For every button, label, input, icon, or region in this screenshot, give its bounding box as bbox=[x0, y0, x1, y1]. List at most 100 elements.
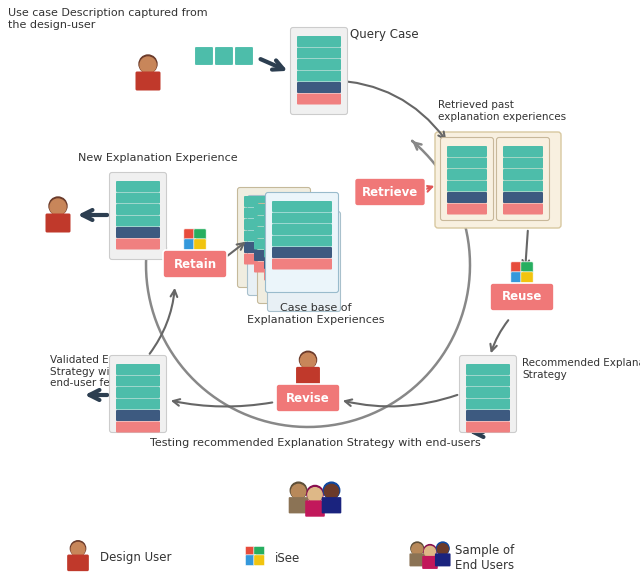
Circle shape bbox=[412, 544, 423, 554]
FancyBboxPatch shape bbox=[447, 169, 487, 180]
FancyBboxPatch shape bbox=[116, 364, 160, 375]
FancyBboxPatch shape bbox=[521, 272, 533, 284]
FancyBboxPatch shape bbox=[237, 188, 310, 288]
FancyBboxPatch shape bbox=[116, 387, 160, 398]
FancyBboxPatch shape bbox=[274, 278, 334, 289]
FancyBboxPatch shape bbox=[116, 399, 160, 409]
FancyBboxPatch shape bbox=[254, 204, 314, 215]
FancyBboxPatch shape bbox=[272, 236, 332, 246]
FancyBboxPatch shape bbox=[466, 364, 510, 375]
FancyBboxPatch shape bbox=[297, 71, 341, 82]
FancyBboxPatch shape bbox=[447, 192, 487, 203]
Text: Case base of
Explanation Experiences: Case base of Explanation Experiences bbox=[247, 303, 385, 325]
FancyBboxPatch shape bbox=[116, 204, 160, 215]
FancyBboxPatch shape bbox=[264, 258, 324, 269]
FancyBboxPatch shape bbox=[244, 230, 304, 242]
Circle shape bbox=[424, 546, 436, 557]
FancyBboxPatch shape bbox=[503, 203, 543, 215]
Text: Recommended Explanation
Strategy: Recommended Explanation Strategy bbox=[522, 358, 640, 380]
FancyBboxPatch shape bbox=[268, 212, 340, 312]
FancyBboxPatch shape bbox=[497, 138, 550, 220]
Circle shape bbox=[436, 542, 449, 554]
FancyBboxPatch shape bbox=[305, 500, 325, 517]
Text: Revise: Revise bbox=[286, 392, 330, 405]
FancyBboxPatch shape bbox=[116, 227, 160, 238]
FancyBboxPatch shape bbox=[466, 422, 510, 433]
FancyBboxPatch shape bbox=[245, 546, 256, 557]
Text: Reuse: Reuse bbox=[502, 290, 542, 303]
Circle shape bbox=[323, 482, 340, 499]
FancyBboxPatch shape bbox=[274, 220, 334, 231]
Circle shape bbox=[291, 485, 306, 499]
FancyBboxPatch shape bbox=[245, 555, 256, 566]
Text: Testing recommended Explanation Strategy with end-users: Testing recommended Explanation Strategy… bbox=[150, 438, 481, 448]
FancyBboxPatch shape bbox=[435, 132, 561, 228]
Circle shape bbox=[70, 541, 86, 556]
FancyBboxPatch shape bbox=[272, 201, 332, 212]
FancyBboxPatch shape bbox=[254, 227, 314, 238]
Circle shape bbox=[71, 543, 84, 556]
FancyBboxPatch shape bbox=[194, 229, 206, 241]
FancyBboxPatch shape bbox=[297, 36, 341, 47]
FancyBboxPatch shape bbox=[67, 554, 89, 571]
FancyBboxPatch shape bbox=[297, 93, 341, 105]
FancyBboxPatch shape bbox=[297, 82, 341, 93]
Text: iSee: iSee bbox=[275, 552, 300, 564]
FancyBboxPatch shape bbox=[447, 203, 487, 215]
FancyBboxPatch shape bbox=[244, 219, 304, 230]
FancyBboxPatch shape bbox=[511, 272, 524, 284]
FancyBboxPatch shape bbox=[490, 283, 554, 311]
Text: Retain: Retain bbox=[173, 258, 216, 270]
FancyBboxPatch shape bbox=[276, 384, 340, 412]
FancyBboxPatch shape bbox=[244, 196, 304, 207]
Circle shape bbox=[437, 544, 448, 554]
FancyBboxPatch shape bbox=[460, 356, 516, 433]
FancyBboxPatch shape bbox=[466, 387, 510, 398]
FancyBboxPatch shape bbox=[244, 208, 304, 219]
FancyBboxPatch shape bbox=[435, 553, 451, 566]
FancyBboxPatch shape bbox=[297, 48, 341, 58]
FancyBboxPatch shape bbox=[264, 269, 324, 280]
Circle shape bbox=[139, 55, 157, 73]
FancyBboxPatch shape bbox=[272, 212, 332, 223]
FancyBboxPatch shape bbox=[163, 250, 227, 278]
Text: New Explanation Experience: New Explanation Experience bbox=[78, 153, 237, 163]
FancyBboxPatch shape bbox=[296, 367, 320, 385]
FancyBboxPatch shape bbox=[272, 247, 332, 258]
Circle shape bbox=[291, 482, 307, 499]
FancyBboxPatch shape bbox=[447, 146, 487, 157]
FancyBboxPatch shape bbox=[214, 46, 234, 65]
FancyBboxPatch shape bbox=[503, 158, 543, 169]
Circle shape bbox=[324, 485, 339, 499]
FancyBboxPatch shape bbox=[257, 203, 330, 303]
FancyBboxPatch shape bbox=[254, 555, 265, 566]
Circle shape bbox=[300, 351, 317, 368]
FancyBboxPatch shape bbox=[254, 215, 314, 226]
Circle shape bbox=[49, 197, 67, 215]
FancyBboxPatch shape bbox=[503, 192, 543, 203]
Text: Query Case: Query Case bbox=[350, 28, 419, 41]
FancyBboxPatch shape bbox=[264, 246, 324, 258]
FancyBboxPatch shape bbox=[264, 235, 324, 246]
FancyBboxPatch shape bbox=[244, 242, 304, 253]
FancyBboxPatch shape bbox=[184, 239, 196, 251]
FancyBboxPatch shape bbox=[116, 192, 160, 203]
FancyBboxPatch shape bbox=[248, 195, 321, 296]
FancyBboxPatch shape bbox=[503, 181, 543, 192]
FancyBboxPatch shape bbox=[447, 181, 487, 192]
FancyBboxPatch shape bbox=[289, 497, 308, 513]
FancyBboxPatch shape bbox=[116, 215, 160, 226]
FancyBboxPatch shape bbox=[503, 146, 543, 157]
FancyBboxPatch shape bbox=[274, 232, 334, 242]
FancyBboxPatch shape bbox=[410, 553, 425, 566]
FancyBboxPatch shape bbox=[254, 262, 314, 272]
FancyBboxPatch shape bbox=[109, 356, 166, 433]
FancyBboxPatch shape bbox=[116, 376, 160, 386]
FancyBboxPatch shape bbox=[254, 239, 314, 249]
FancyBboxPatch shape bbox=[511, 262, 524, 274]
FancyBboxPatch shape bbox=[264, 223, 324, 235]
Circle shape bbox=[424, 544, 436, 557]
Text: Design User: Design User bbox=[100, 552, 172, 564]
FancyBboxPatch shape bbox=[297, 59, 341, 70]
FancyBboxPatch shape bbox=[466, 410, 510, 421]
